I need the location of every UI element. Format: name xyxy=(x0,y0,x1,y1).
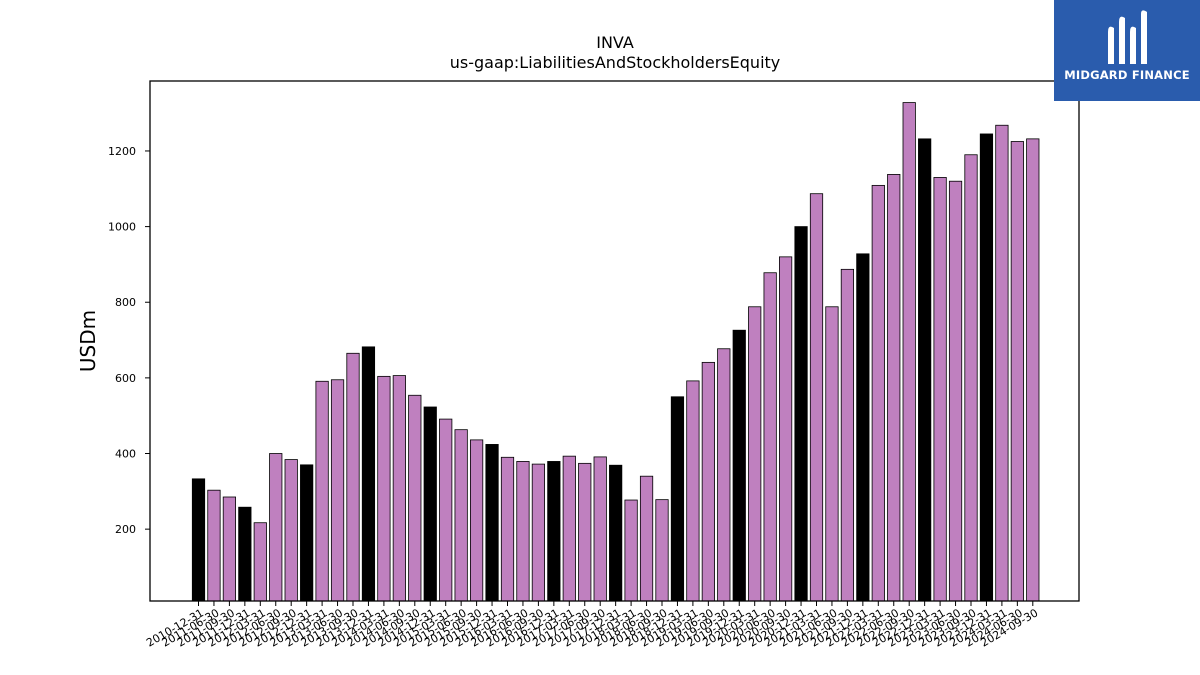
bar-2015-12-31 xyxy=(500,456,515,602)
bar-2014-12-31 xyxy=(439,418,453,602)
bar-2014-06-30 xyxy=(408,394,422,602)
plot-frame xyxy=(149,80,1080,602)
bar-2015-06-30 xyxy=(469,439,484,602)
y-tick-label: 800 xyxy=(115,296,136,309)
bar-2017-09-30 xyxy=(609,464,623,602)
bar-2024-03-31 xyxy=(1010,141,1024,602)
bar-2017-06-30 xyxy=(593,456,607,602)
y-axis-label: USDm xyxy=(76,310,100,372)
bar-2012-09-30 xyxy=(300,464,314,602)
y-tick-label: 1200 xyxy=(108,145,136,158)
bar-2019-03-31 xyxy=(701,361,715,602)
bar-2012-06-30 xyxy=(284,459,298,602)
y-ticks-group: 200 400 600 800 1000 1200 xyxy=(108,145,150,536)
bar-2013-09-30 xyxy=(361,346,376,602)
bar-2018-03-31 xyxy=(639,475,654,602)
bar-2011-09-30 xyxy=(238,506,252,602)
bar-2016-06-30 xyxy=(531,463,546,602)
bar-2016-09-30 xyxy=(547,461,561,602)
bar-2023-09-30 xyxy=(979,133,994,602)
bar-2011-03-31 xyxy=(207,489,221,602)
bar-2013-12-31 xyxy=(377,375,391,602)
bar-2021-06-30 xyxy=(840,268,855,602)
bar-2019-12-31 xyxy=(748,306,762,602)
bar-2017-12-31 xyxy=(624,499,638,602)
bar-2020-03-31 xyxy=(763,272,777,602)
bar-2019-09-30 xyxy=(732,329,746,602)
bar-2021-12-31 xyxy=(871,184,885,602)
bar-2018-12-31 xyxy=(686,380,700,602)
bar-2018-06-30 xyxy=(655,499,669,602)
bar-2014-09-30 xyxy=(423,406,437,602)
bar-2020-09-30 xyxy=(794,226,808,602)
bar-2012-03-31 xyxy=(269,453,283,602)
bar-2013-03-31 xyxy=(330,379,345,602)
chart-subtitle: us-gaap:LiabilitiesAndStockholdersEquity xyxy=(450,53,781,72)
logo-text: MIDGARD FINANCE xyxy=(1064,68,1190,82)
y-tick-label: 1000 xyxy=(108,221,136,234)
midgard-logo-mark-icon xyxy=(1108,10,1147,65)
bar-2024-06-30 xyxy=(1026,138,1040,602)
bar-2023-12-31 xyxy=(995,124,1009,602)
bar-2019-06-30 xyxy=(717,348,731,602)
bar-2020-12-31 xyxy=(809,193,824,602)
chart-title: INVA xyxy=(596,33,634,52)
bar-2016-03-31 xyxy=(516,461,530,602)
bars-group xyxy=(191,102,1040,602)
bar-2014-03-31 xyxy=(392,375,406,602)
bar-2023-03-31 xyxy=(948,180,963,602)
bar-2010-12-31 xyxy=(191,478,206,602)
bar-2022-06-30 xyxy=(902,102,916,602)
bar-2013-06-30 xyxy=(346,352,360,602)
y-tick-label: 200 xyxy=(115,523,136,536)
bar-2011-06-30 xyxy=(222,496,236,602)
bar-2022-12-31 xyxy=(933,177,947,602)
bar-2016-12-31 xyxy=(562,455,576,602)
bar-2012-12-31 xyxy=(315,380,329,602)
bar-2017-03-31 xyxy=(578,462,592,602)
bar-2020-06-30 xyxy=(779,256,793,602)
bar-2018-09-30 xyxy=(670,396,685,602)
bar-2021-03-31 xyxy=(825,306,839,602)
midgard-finance-logo: MIDGARD FINANCE xyxy=(1054,0,1200,101)
bar-2015-03-31 xyxy=(454,429,468,602)
y-tick-label: 600 xyxy=(115,372,136,385)
bar-2011-12-31 xyxy=(253,522,267,602)
bar-2022-09-30 xyxy=(918,138,932,602)
x-ticks-group: 2010-12-312011-06-302011-09-302011-12-31… xyxy=(144,601,1040,650)
bar-2021-09-30 xyxy=(856,253,870,602)
y-tick-label: 400 xyxy=(115,448,136,461)
bar-2022-03-31 xyxy=(887,174,901,602)
bar-2023-06-30 xyxy=(964,154,978,602)
bar-2015-09-30 xyxy=(485,444,499,602)
